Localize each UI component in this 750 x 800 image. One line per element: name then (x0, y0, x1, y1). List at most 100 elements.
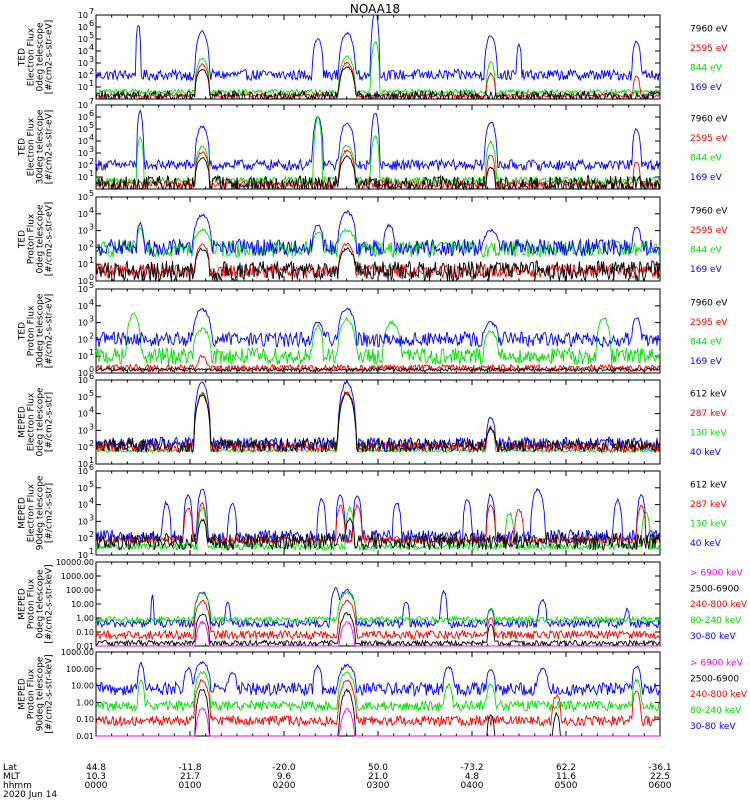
y-axis-label-line: Proton Flux (27, 305, 37, 356)
series-line-4 (95, 155, 661, 191)
legend-entry: 30-80 keV (690, 632, 736, 642)
y-tick-exponent: 0 (89, 273, 94, 282)
y-tick-exponent: 6 (89, 19, 94, 28)
y-tick-exponent: 4 (89, 43, 94, 52)
y-tick-label: 10 (78, 137, 88, 146)
legend-entry: 169 eV (690, 83, 723, 93)
series-line-1 (95, 586, 661, 630)
legend-entry: 2595 eV (690, 226, 728, 236)
legend-entry: 30-80 keV (690, 722, 736, 732)
time-axis-hhmm-label: 0400 (461, 781, 484, 791)
y-axis-label-line: 0deg telescope (36, 387, 46, 457)
y-axis-label: TEDProton Flux0deg telescope[#/cm2-s-str… (18, 202, 55, 277)
series-line-1 (95, 312, 661, 366)
time-axis-mlt-label: 9.6 (277, 772, 292, 782)
legend-entry: 169 eV (690, 265, 723, 275)
legend-entry: > 6900 keV (690, 568, 744, 578)
y-tick-exponent: 7 (89, 97, 94, 106)
y-tick-exponent: 5 (89, 31, 94, 40)
y-axis-label-line: 30deg telescope (36, 109, 46, 184)
y-tick-label: 10 (78, 125, 88, 134)
y-axis-label: TEDElectron Flux0deg telescope[#/cm2-s-s… (18, 20, 55, 95)
y-tick-label: 10 (78, 352, 88, 361)
legend-entry: 7960 eV (690, 115, 728, 125)
y-axis-label-line: 90deg telescope (36, 475, 46, 550)
y-tick-exponent: 1 (89, 256, 94, 265)
series-line-3 (95, 679, 661, 728)
y-axis-label: MEPEDElectron Flux0deg telescope[#/cm2-s… (18, 387, 55, 457)
legend-entry: 40 keV (690, 448, 722, 458)
legend-entry: 40 keV (690, 539, 722, 549)
y-tick-exponent: 0 (89, 365, 94, 374)
legend-entry: 2500-6900 (690, 674, 739, 684)
y-axis-label: TEDElectron Flux30deg telescope[#/cm2-s-… (18, 109, 55, 184)
time-axis-hhmm-label: 0600 (649, 781, 672, 791)
y-tick-label: 10 (78, 410, 88, 419)
series-line-2 (95, 116, 661, 186)
legend-entry: 287 keV (690, 500, 727, 510)
y-tick-label: 10 (78, 467, 88, 476)
legend-entry: 130 keV (690, 429, 727, 439)
y-axis-label-line: Electron Flux (27, 27, 37, 86)
y-tick-label: 10 (78, 227, 88, 236)
y-tick-label: 10 (78, 243, 88, 252)
y-tick-label: 10 (78, 551, 88, 560)
y-axis-label: TEDProton Flux30deg telescope[#/cm2-s-st… (18, 293, 55, 368)
series-line-1 (95, 14, 661, 82)
y-tick-label: 10 (78, 23, 88, 32)
y-axis-label-line: Proton Flux (27, 213, 37, 264)
y-axis-label-line: [#/cm2-s-str-keV] (45, 654, 55, 733)
time-axis-mlt-label: 21.0 (368, 772, 388, 782)
y-axis-label-line: [#/cm2-s-str] (45, 483, 55, 543)
series-line-4 (95, 612, 661, 648)
series-line-1 (95, 109, 661, 172)
y-tick-label: 10 (78, 47, 88, 56)
series-line-1 (95, 661, 661, 698)
legend-entry: 7960 eV (690, 207, 728, 217)
y-tick-label: 10 (78, 149, 88, 158)
y-tick-exponent: 4 (89, 406, 94, 415)
y-tick-exponent: 4 (89, 206, 94, 215)
time-axis-mlt-label: 22.5 (650, 772, 670, 782)
time-axis-hhmm-label: 0000 (85, 781, 108, 791)
legend-entry: 2595 eV (690, 44, 728, 54)
y-tick-label: 1.00 (76, 698, 94, 707)
y-tick-label: 10 (78, 393, 88, 402)
y-tick-exponent: 2 (89, 530, 94, 539)
y-tick-label: 1.00 (76, 614, 94, 623)
y-axis-label-line: MEPED (18, 497, 28, 529)
y-tick-exponent: 2 (89, 331, 94, 340)
y-tick-label: 10 (78, 460, 88, 469)
time-axis-mlt-label: 4.8 (465, 772, 480, 782)
y-tick-exponent: 1 (89, 547, 94, 556)
y-tick-label: 10 (78, 484, 88, 493)
y-tick-exponent: 7 (89, 7, 94, 16)
y-tick-label: 10 (78, 517, 88, 526)
legend-entry: 130 keV (690, 520, 727, 530)
y-tick-label: 100.00 (66, 586, 94, 595)
legend-entry: 7960 eV (690, 299, 728, 309)
legend-entry: 2595 eV (690, 318, 728, 328)
time-axis-mlt-label: 10.3 (86, 772, 106, 782)
y-tick-label: 10 (78, 369, 88, 378)
y-tick-exponent: 3 (89, 315, 94, 324)
time-axis-row-label: MLT (3, 772, 21, 782)
y-tick-label: 10 (78, 193, 88, 202)
y-axis-label-line: [#/cm2-s-str-keV] (45, 564, 55, 643)
y-axis-label-line: [#/cm2-s-str-eV] (45, 294, 55, 369)
time-axis-lat-label: -11.8 (178, 763, 202, 773)
y-tick-label: 10 (78, 335, 88, 344)
time-axis-hhmm-label: 0100 (179, 781, 202, 791)
panel-7: 0.010.101.0010.00100.001000.0010000.00ME… (18, 558, 748, 651)
y-tick-label: 10 (78, 319, 88, 328)
y-axis-label-line: MEPED (18, 678, 28, 710)
y-axis-label-line: Electron Flux (27, 392, 37, 451)
y-tick-exponent: 3 (89, 223, 94, 232)
time-axis-mlt-label: 11.6 (556, 772, 576, 782)
y-tick-exponent: 3 (89, 55, 94, 64)
y-tick-exponent: 3 (89, 422, 94, 431)
y-tick-label: 10 (78, 210, 88, 219)
series-line-4 (95, 392, 661, 454)
